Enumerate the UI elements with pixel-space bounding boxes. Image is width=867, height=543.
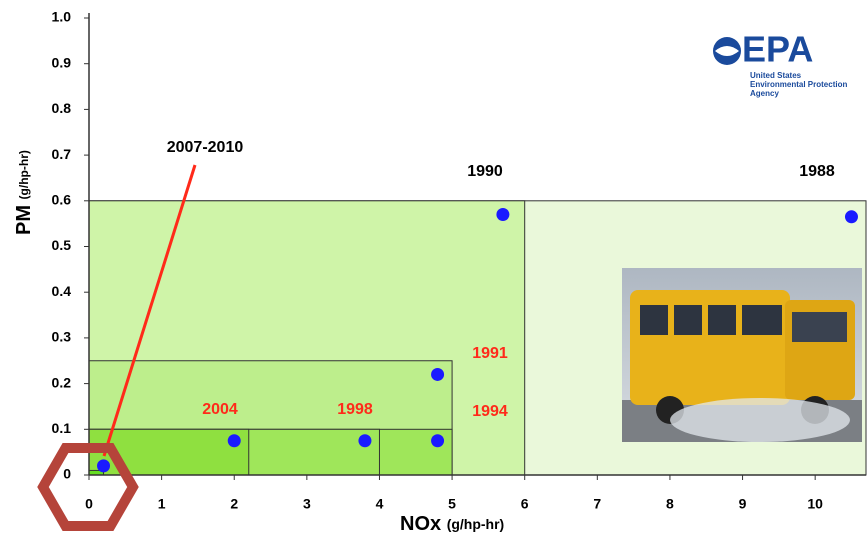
x-axis-label-unit: (g/hp-hr) bbox=[447, 516, 505, 532]
data-point bbox=[844, 210, 858, 224]
x-tick-label: 6 bbox=[521, 496, 529, 512]
logo-name: EPA bbox=[742, 29, 813, 70]
logo-line: Agency bbox=[750, 89, 779, 98]
y-tick-label: 0.8 bbox=[52, 100, 72, 116]
x-tick-label: 10 bbox=[807, 496, 823, 512]
data-point bbox=[227, 434, 241, 448]
y-tick-label: 0.1 bbox=[52, 420, 72, 436]
data-point bbox=[431, 367, 445, 381]
standard-label: 1991 bbox=[472, 345, 508, 362]
annotation-arrow bbox=[102, 164, 197, 457]
x-axis-label: NOx (g/hp-hr) bbox=[400, 513, 504, 535]
x-tick-label: 8 bbox=[666, 496, 674, 512]
y-tick-label: 0 bbox=[63, 466, 71, 482]
standard-label: 1988 bbox=[799, 163, 835, 180]
y-tick-label: 0.9 bbox=[52, 54, 72, 70]
plot-area: 0 0.1 0.2 0.3 0.4 0.5 0.6 0.7 0.8 0.9 1.0 0 1 2 3 4 5 6 7 8… bbox=[52, 9, 867, 512]
x-tick-label: 1 bbox=[158, 496, 166, 512]
y-tick-label: 0.3 bbox=[52, 329, 72, 345]
y-tick-label: 0.5 bbox=[52, 237, 72, 253]
standard-label: 2004 bbox=[202, 401, 238, 418]
y-tick-label: 0.4 bbox=[52, 283, 72, 299]
x-tick-label: 7 bbox=[593, 496, 601, 512]
y-tick-label: 0.2 bbox=[52, 374, 72, 390]
y-tick-label: 1.0 bbox=[52, 9, 72, 25]
x-tick-label: 3 bbox=[303, 496, 311, 512]
x-tick-label: 0 bbox=[85, 496, 93, 512]
logo-line: United States bbox=[750, 71, 802, 80]
x-tick-label: 5 bbox=[448, 496, 456, 512]
highlight-hexagon bbox=[37, 443, 139, 531]
epa-logo: EPA United States Environmental Protecti… bbox=[713, 29, 847, 98]
y-axis-label: PM (g/hp-hr) bbox=[13, 150, 35, 235]
data-point bbox=[97, 459, 111, 473]
x-tick-label: 4 bbox=[376, 496, 384, 512]
x-axis-label-main: NOx bbox=[400, 513, 441, 535]
logo-line: Environmental Protection bbox=[750, 80, 847, 89]
y-axis-label-main: PM bbox=[13, 205, 35, 235]
bus-photo bbox=[622, 268, 862, 442]
standard-label: 1998 bbox=[337, 401, 373, 418]
standard-label: 1990 bbox=[467, 163, 503, 180]
y-tick-label: 0.7 bbox=[52, 146, 72, 162]
x-tick-label: 9 bbox=[739, 496, 747, 512]
y-axis-label-unit: (g/hp-hr) bbox=[17, 150, 31, 199]
x-tick-label: 2 bbox=[230, 496, 238, 512]
data-point bbox=[496, 208, 510, 222]
data-point bbox=[431, 434, 445, 448]
standard-label: 2007-2010 bbox=[167, 139, 244, 156]
y-tick-label: 0.6 bbox=[52, 192, 72, 208]
standard-label: 1994 bbox=[472, 403, 508, 420]
data-point bbox=[358, 434, 372, 448]
